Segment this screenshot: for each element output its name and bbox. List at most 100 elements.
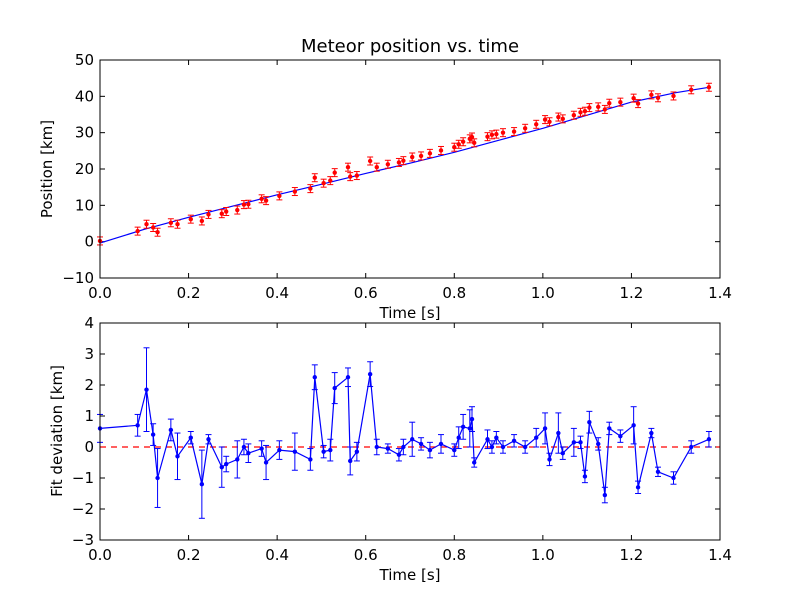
data-point [205,209,212,219]
y-tick-label: 40 [75,87,94,105]
data-point-marker [224,209,229,214]
data-point-marker [150,225,156,230]
deviation-point [276,440,283,460]
deviation-point [240,438,247,456]
data-point-marker [308,186,313,191]
deviation-marker [246,451,251,456]
deviation-marker [385,446,391,451]
data-point [174,219,181,229]
deviation-point [635,480,642,494]
data-point-marker [655,95,661,100]
data-point-marker [354,173,360,178]
data-point-marker [348,174,353,179]
data-point [245,199,252,209]
data-point [384,159,391,169]
y-tick-label: −3 [72,531,94,549]
deviation-point [409,421,416,457]
deviation-marker [456,435,461,440]
data-point-marker [427,151,433,156]
data-point [367,156,374,166]
y-tick-label: 0 [84,438,94,456]
deviation-point [258,440,265,457]
y-tick-label: 2 [84,376,94,394]
deviation-point [484,429,491,450]
deviation-marker [649,430,654,436]
data-point [311,173,318,183]
data-point-marker [602,107,608,112]
deviation-marker [671,475,676,481]
data-point-marker [689,87,694,92]
data-point [263,196,270,206]
deviation-point [395,448,402,462]
deviation-point [353,441,360,462]
deviation-marker [602,492,608,498]
data-point-marker [511,129,517,134]
deviation-marker [689,444,694,450]
deviation-point [347,446,354,476]
data-point [648,90,655,100]
deviation-point [555,412,562,454]
x-tick-label: 0.0 [88,284,112,302]
deviation-marker [199,482,205,487]
bottom-plot-content: 0.0 0.2 0.4 0.6 0.8 1.0 1.2 1.4 −3 −2 −1 0 1 2 3 4 [72,314,732,564]
data-point [291,187,298,197]
deviation-point [705,431,712,448]
deviation-point [586,410,593,434]
deviation-marker [354,449,360,454]
deviation-point [245,443,252,463]
top-plot-frame [99,59,721,279]
deviation-marker [438,441,444,447]
data-point-marker [135,228,140,234]
deviation-point [400,438,407,456]
data-point-marker [263,198,269,203]
data-point-marker [321,180,326,186]
x-tick-label: 0.8 [442,546,466,564]
data-point [134,226,141,236]
data-point-marker [547,119,552,124]
data-point-marker [472,140,477,146]
data-point [218,209,225,219]
data-point-marker [367,158,373,164]
deviation-point [460,413,467,440]
data-point-marker [410,154,415,160]
deviation-point [263,444,270,481]
y-tick-label: 50 [75,51,94,69]
deviation-point [488,440,495,454]
deviation-point [143,347,150,432]
deviation-point [559,446,566,460]
deviation-point [291,432,298,471]
fit-line [99,86,709,244]
deviation-point [205,434,212,445]
x-tick-label: 0.2 [177,546,201,564]
data-point [345,162,351,172]
deviation-marker [582,474,588,479]
data-point-marker [587,105,592,110]
deviation-marker [308,457,313,462]
top-plot-content: 0.0 0.2 0.4 0.6 0.8 1.0 1.2 1.4 −10 0 10 20 30 40 50 [62,51,732,302]
deviation-point [174,432,181,481]
data-point [154,227,161,237]
deviation-point [500,440,506,454]
data-point [581,106,588,116]
deviation-marker [511,438,517,443]
chart-title: Meteor position vs. time [301,36,519,57]
deviation-marker [345,375,351,380]
deviation-point [384,443,391,454]
deviation-point [469,406,475,432]
deviation-marker [571,440,577,445]
y-tick-label: 0 [84,233,94,251]
data-point [559,114,566,124]
y-tick-label: −1 [72,469,94,487]
data-point [542,115,549,125]
deviation-marker [618,433,623,439]
data-point-marker [206,212,211,217]
data-point [331,168,338,178]
data-point [577,107,584,117]
data-point [347,172,354,182]
data-point-marker [582,109,588,114]
data-point-marker [144,222,149,227]
data-point-marker [396,160,402,165]
deviation-point [426,441,433,459]
data-point [327,176,334,186]
deviation-point [577,435,584,450]
